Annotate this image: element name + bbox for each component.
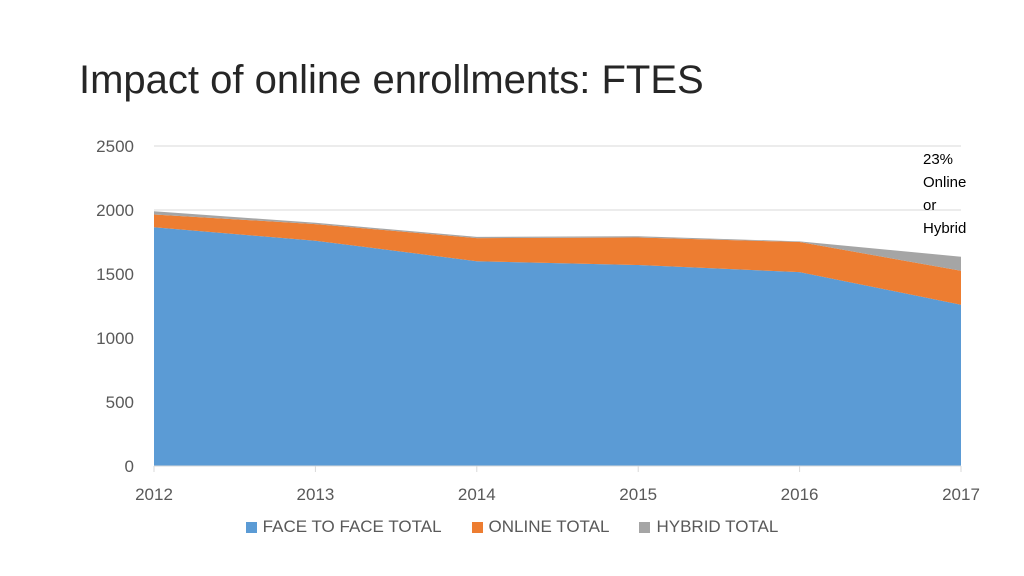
- y-tick-label: 2000: [96, 201, 134, 220]
- x-tick-label: 2014: [458, 485, 496, 504]
- legend-label: FACE TO FACE TOTAL: [262, 517, 442, 536]
- x-tick-label: 2013: [296, 485, 334, 504]
- legend-label: HYBRID TOTAL: [656, 517, 779, 536]
- annotation-line: 23%: [923, 151, 953, 168]
- chart-areas: [154, 211, 961, 466]
- x-tick-label: 2012: [135, 485, 173, 504]
- legend-swatch: [245, 521, 257, 533]
- chart-axes: 0 500 1000 1500 2000 2500 2012 2013 2014 2015 2016…: [96, 137, 980, 504]
- area-hybrid-total: [154, 211, 961, 271]
- chart-annotation: 23% Online or Hybrid: [923, 151, 966, 237]
- x-tick-label: 2015: [619, 485, 657, 504]
- annotation-line: or: [923, 197, 936, 214]
- legend-swatch: [471, 521, 483, 533]
- y-tick-label: 500: [106, 393, 134, 412]
- legend-item-hybrid: HYBRID TOTAL: [639, 517, 778, 537]
- x-tick-label: 2017: [942, 485, 980, 504]
- legend-swatch: [639, 521, 651, 533]
- annotation-line: Online: [923, 174, 966, 191]
- y-tick-label: 2500: [96, 137, 134, 156]
- legend-item-face-to-face: FACE TO FACE TOTAL: [245, 517, 442, 537]
- x-tick-label: 2016: [781, 485, 819, 504]
- y-tick-label: 1500: [96, 265, 134, 284]
- y-tick-label: 0: [125, 457, 134, 476]
- area-online-total: [154, 214, 961, 305]
- area-face-to-face-total: [154, 227, 961, 466]
- y-tick-label: 1000: [96, 329, 134, 348]
- legend-label: ONLINE TOTAL: [488, 517, 610, 536]
- chart-legend: FACE TO FACE TOTAL ONLINE TOTAL HYBRID T…: [0, 517, 1024, 537]
- page-title: Impact of online enrollments: FTES: [79, 58, 704, 102]
- legend-item-online: ONLINE TOTAL: [471, 517, 610, 537]
- annotation-line: Hybrid: [923, 220, 966, 237]
